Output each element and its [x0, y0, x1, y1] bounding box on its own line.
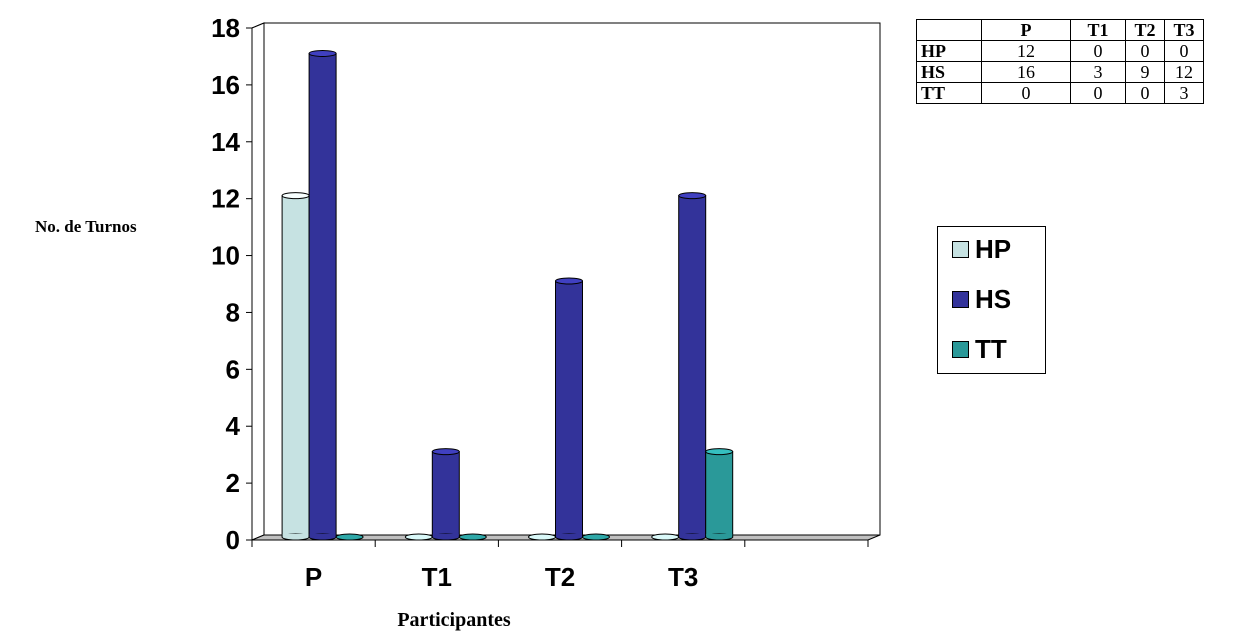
- table-row-label: HS: [916, 61, 982, 83]
- x-category-label: T1: [422, 562, 452, 592]
- table-header-row: P T1 T2 T3: [916, 19, 1204, 41]
- table-cell: 0: [1070, 40, 1126, 62]
- table-cell: 0: [1125, 82, 1165, 104]
- bar-zero-hp: [404, 533, 433, 541]
- legend: HP HS TT: [937, 226, 1046, 374]
- y-tick-label: 4: [226, 411, 241, 441]
- y-tick-label: 12: [211, 184, 240, 214]
- table-row: TT 0 0 0 3: [916, 82, 1204, 104]
- legend-label: TT: [975, 333, 1007, 364]
- bar-hp: [281, 195, 310, 538]
- bar-zero-tt: [582, 533, 610, 541]
- bar-top: [308, 49, 337, 57]
- table-cell: 12: [1164, 61, 1204, 83]
- table-header-cell: T1: [1070, 19, 1126, 41]
- legend-item-hp: HP: [952, 233, 1012, 264]
- bar-zero-hp: [651, 533, 680, 541]
- table-cell: 3: [1164, 82, 1204, 104]
- legend-swatch: [952, 290, 969, 308]
- table-header-cell: [916, 19, 982, 41]
- table-header-cell: T2: [1125, 19, 1165, 41]
- bar-top: [555, 277, 583, 285]
- bar-zero-tt: [458, 533, 487, 541]
- bar-top: [281, 192, 310, 200]
- bar-zero-tt: [335, 533, 364, 541]
- table-cell: 3: [1070, 61, 1126, 83]
- bar-hs: [555, 280, 583, 538]
- table-cell: 12: [981, 40, 1071, 62]
- legend-swatch: [952, 240, 969, 258]
- y-axis-title: No. de Turnos: [35, 217, 137, 236]
- bars: [281, 49, 734, 541]
- legend-label: HP: [975, 233, 1012, 264]
- plot-side-wall: [251, 22, 265, 541]
- x-category-label: P: [305, 562, 322, 592]
- y-tick-label: 2: [226, 468, 240, 498]
- bar-base-cover: [432, 534, 459, 537]
- y-tick-label: 18: [211, 13, 240, 43]
- table-cell: 0: [981, 82, 1071, 104]
- legend-swatch: [952, 340, 969, 358]
- table-row: HS 16 3 9 12: [916, 61, 1204, 83]
- table-cell: 0: [1164, 40, 1204, 62]
- table-header-cell: P: [981, 19, 1071, 41]
- data-table: P T1 T2 T3 HP 12 0 0 0 HS 16 3 9 12 TT 0…: [916, 19, 1204, 104]
- bar-base-cover: [706, 534, 733, 537]
- legend-item-hs: HS: [952, 283, 1012, 314]
- table-cell: 9: [1125, 61, 1165, 83]
- table-row-label: TT: [916, 82, 982, 104]
- y-tick-label: 8: [226, 297, 240, 327]
- bar-hs: [678, 195, 707, 538]
- x-axis-title: Participantes: [397, 609, 511, 631]
- legend-item-tt: TT: [952, 333, 1007, 364]
- bar-top: [431, 448, 460, 456]
- y-tick-label: 14: [211, 127, 240, 157]
- y-tick-labels: 0 2 4 6 8 10 12 14 16 18: [211, 13, 240, 555]
- bar-hs: [431, 451, 460, 538]
- table-header-cell: T3: [1164, 19, 1204, 41]
- y-tick-label: 16: [211, 70, 240, 100]
- bar-top: [678, 192, 707, 200]
- table-cell: 0: [1070, 82, 1126, 104]
- bar-tt: [705, 451, 734, 538]
- bar-top: [705, 448, 734, 456]
- bar-zero-hp: [528, 533, 556, 541]
- bar-base-cover: [309, 534, 336, 537]
- bar-hs: [308, 52, 337, 538]
- y-tick-label: 10: [211, 241, 240, 271]
- bar-base-cover: [679, 534, 706, 537]
- y-tick-label: 0: [226, 525, 240, 555]
- table-cell: 0: [1125, 40, 1165, 62]
- bar-base-cover: [282, 534, 309, 537]
- table-cell: 16: [981, 61, 1071, 83]
- y-tick-label: 6: [226, 354, 240, 384]
- x-category-label: T2: [545, 562, 575, 592]
- x-category-label: T3: [668, 562, 698, 592]
- table-row-label: HP: [916, 40, 982, 62]
- bar-base-cover: [556, 534, 582, 537]
- x-category-labels: P T1 T2 T3: [305, 562, 698, 592]
- legend-label: HS: [975, 283, 1012, 314]
- table-row: HP 12 0 0 0: [916, 40, 1204, 62]
